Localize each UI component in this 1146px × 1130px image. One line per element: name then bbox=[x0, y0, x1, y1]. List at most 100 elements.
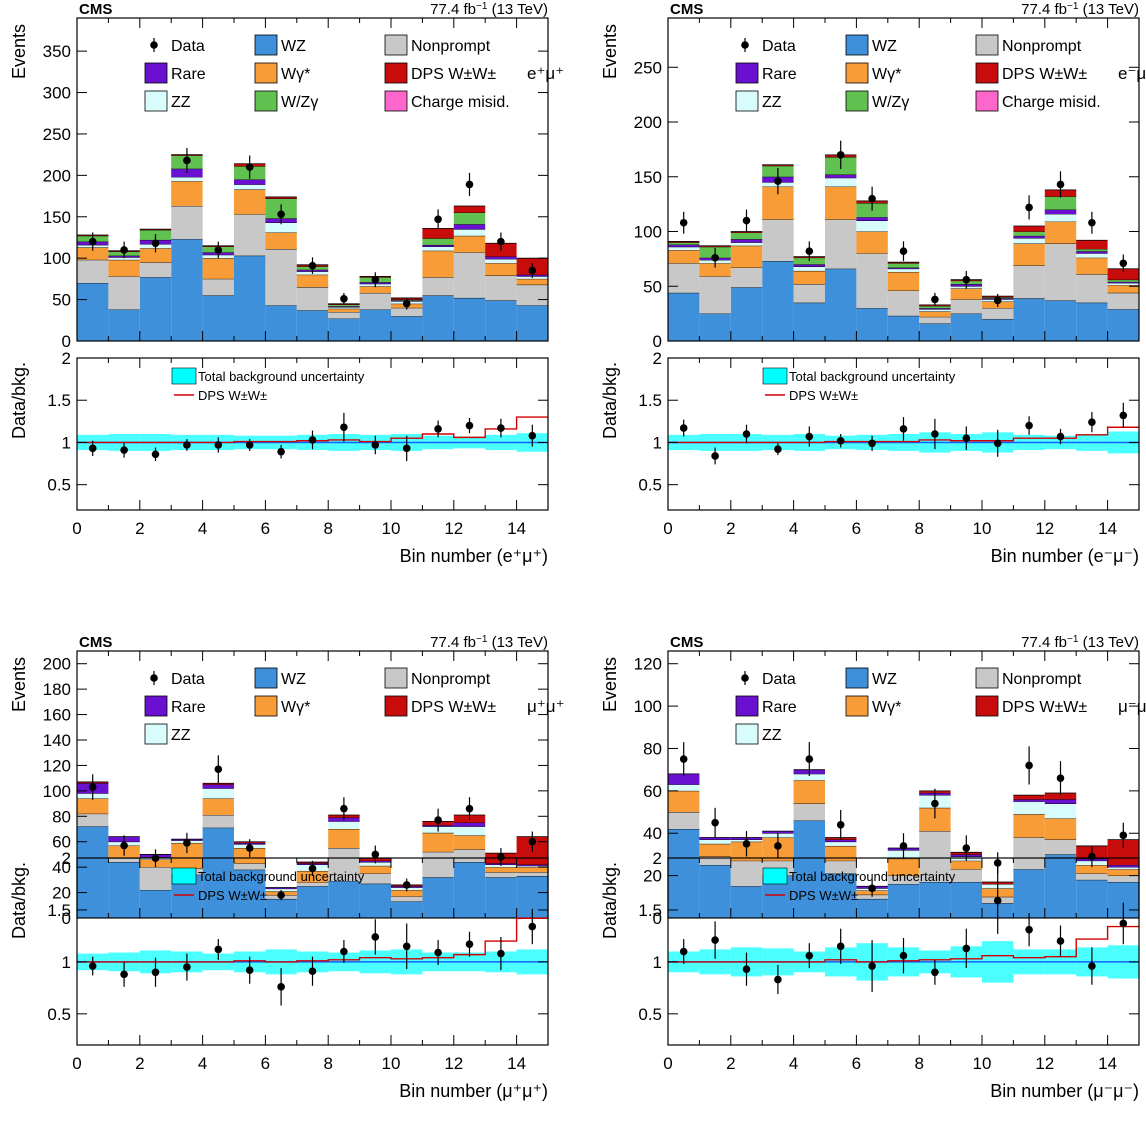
legend-label: Nonprompt bbox=[1002, 38, 1082, 55]
data-point bbox=[679, 755, 688, 763]
ratio-point bbox=[402, 444, 411, 453]
bar-w-9 bbox=[359, 286, 391, 293]
lumi-label: 77.4 fb−1 (13 TeV) bbox=[1021, 634, 1139, 652]
ratio-frame bbox=[667, 357, 1140, 511]
data-point bbox=[88, 783, 97, 791]
bar-zz-8 bbox=[328, 307, 360, 309]
data-point bbox=[402, 881, 411, 889]
bar-w-0 bbox=[668, 790, 700, 813]
x-tick-label: 4 bbox=[789, 519, 798, 538]
bar-w-9 bbox=[950, 288, 982, 300]
y-tick-label: 300 bbox=[43, 84, 71, 103]
bar-nonprompt-12 bbox=[1044, 839, 1077, 855]
cms-label: CMS bbox=[670, 1, 703, 18]
bar-zz-14 bbox=[1107, 282, 1139, 286]
energy-label: (13 TeV) bbox=[1078, 1, 1139, 18]
bar-zz-6 bbox=[265, 222, 297, 233]
bar-zz-8 bbox=[328, 821, 360, 829]
legend-label: DPS W±W± bbox=[1002, 66, 1087, 83]
legend-label: Charge misid. bbox=[411, 94, 510, 111]
bar-nonprompt-10 bbox=[982, 308, 1014, 320]
ratio-point bbox=[1088, 418, 1096, 426]
x-tick-label: 0 bbox=[663, 519, 672, 538]
data-point bbox=[402, 299, 411, 308]
data-point bbox=[308, 864, 317, 873]
x-tick-label: 6 bbox=[261, 1054, 270, 1073]
bar-wz-11 bbox=[1013, 869, 1045, 918]
bar-rare-12 bbox=[1044, 799, 1077, 804]
bar-wz-14 bbox=[1107, 279, 1139, 282]
x-axis-label: Bin number (e⁻μ⁻) bbox=[991, 546, 1139, 566]
legend-swatch bbox=[975, 62, 999, 84]
bar-wz-11 bbox=[422, 295, 454, 341]
data-point bbox=[1025, 761, 1033, 770]
ratio-point bbox=[88, 444, 97, 453]
y-tick-label: 200 bbox=[43, 655, 71, 674]
legend-label: Data bbox=[762, 38, 796, 55]
bar-w-5 bbox=[234, 189, 266, 215]
cms-label: CMS bbox=[79, 1, 112, 18]
ratio-point bbox=[742, 965, 751, 973]
bar-dpsww-2 bbox=[139, 229, 172, 231]
lumi-unit-exp: −1 bbox=[476, 634, 488, 645]
legend-swatch bbox=[144, 62, 168, 84]
y-axis-label: Events bbox=[9, 657, 29, 712]
bar-nonprompt-8 bbox=[328, 848, 360, 882]
x-tick-label: 0 bbox=[72, 1054, 81, 1073]
y-tick-label: 120 bbox=[634, 655, 662, 674]
bar-nonprompt-11 bbox=[1013, 837, 1045, 870]
data-point bbox=[868, 884, 876, 893]
x-tick-label: 12 bbox=[444, 519, 463, 538]
bar-w-2 bbox=[730, 245, 763, 268]
energy-label: (13 TeV) bbox=[1078, 634, 1139, 651]
bar-nonprompt-1 bbox=[699, 856, 731, 866]
ratio-point bbox=[497, 424, 505, 432]
data-point bbox=[1088, 852, 1096, 861]
bar-zz-12 bbox=[1044, 803, 1077, 819]
x-tick-label: 4 bbox=[198, 1054, 207, 1073]
data-point bbox=[1119, 259, 1128, 268]
legend-label: ZZ bbox=[762, 94, 782, 111]
ratio-point bbox=[528, 922, 537, 931]
y-tick-label: 350 bbox=[43, 42, 71, 61]
legend-swatch bbox=[144, 695, 168, 717]
data-point bbox=[868, 194, 876, 203]
bar-w-4 bbox=[793, 780, 825, 804]
chart-panel-0: CMS 77.4 fb−1 (13 TeV)0501001502002503003… bbox=[9, 1, 564, 567]
legend-swatch bbox=[384, 34, 408, 56]
ratio-point bbox=[1056, 432, 1065, 441]
x-tick-label: 2 bbox=[135, 519, 144, 538]
bar-w-9 bbox=[950, 860, 982, 870]
legend-label: Charge misid. bbox=[1002, 94, 1101, 111]
ratio-y-tick-label: 2 bbox=[653, 849, 662, 868]
bar-dpsww-12 bbox=[453, 206, 486, 213]
x-tick-label: 0 bbox=[663, 1054, 672, 1073]
ratio-y-tick-label: 1.5 bbox=[47, 391, 71, 410]
ratio-y-tick-label: 1 bbox=[653, 433, 662, 452]
bar-w-1 bbox=[108, 259, 140, 277]
bar-w-0 bbox=[77, 247, 109, 260]
bar-zz-14 bbox=[516, 865, 548, 868]
legend-swatch bbox=[254, 34, 278, 56]
legend-channel: μ⁺μ⁺ bbox=[527, 697, 565, 716]
x-tick-label: 14 bbox=[507, 519, 526, 538]
cms-label: CMS bbox=[670, 634, 703, 651]
legend-label: Wγ* bbox=[281, 699, 310, 716]
data-point bbox=[340, 294, 348, 303]
legend-label: Wγ* bbox=[872, 699, 901, 716]
bar-dpsww-6 bbox=[265, 196, 297, 199]
bar-wz-0 bbox=[77, 283, 109, 341]
bar-rare-13 bbox=[485, 256, 517, 260]
y-tick-label: 100 bbox=[634, 223, 662, 242]
bar-nonprompt-13 bbox=[1076, 274, 1108, 303]
lumi-value: 77.4 fb bbox=[430, 1, 476, 18]
ratio-point bbox=[183, 441, 191, 449]
bar-wz-7 bbox=[887, 263, 920, 268]
bar-wz-14 bbox=[1107, 309, 1139, 341]
bar-wz-11 bbox=[422, 238, 454, 245]
bar-w-1 bbox=[699, 843, 731, 857]
ratio-point bbox=[371, 441, 380, 449]
bar-wz-9 bbox=[359, 883, 391, 918]
bar-wz-12 bbox=[453, 212, 486, 225]
ratio-point bbox=[245, 441, 254, 449]
